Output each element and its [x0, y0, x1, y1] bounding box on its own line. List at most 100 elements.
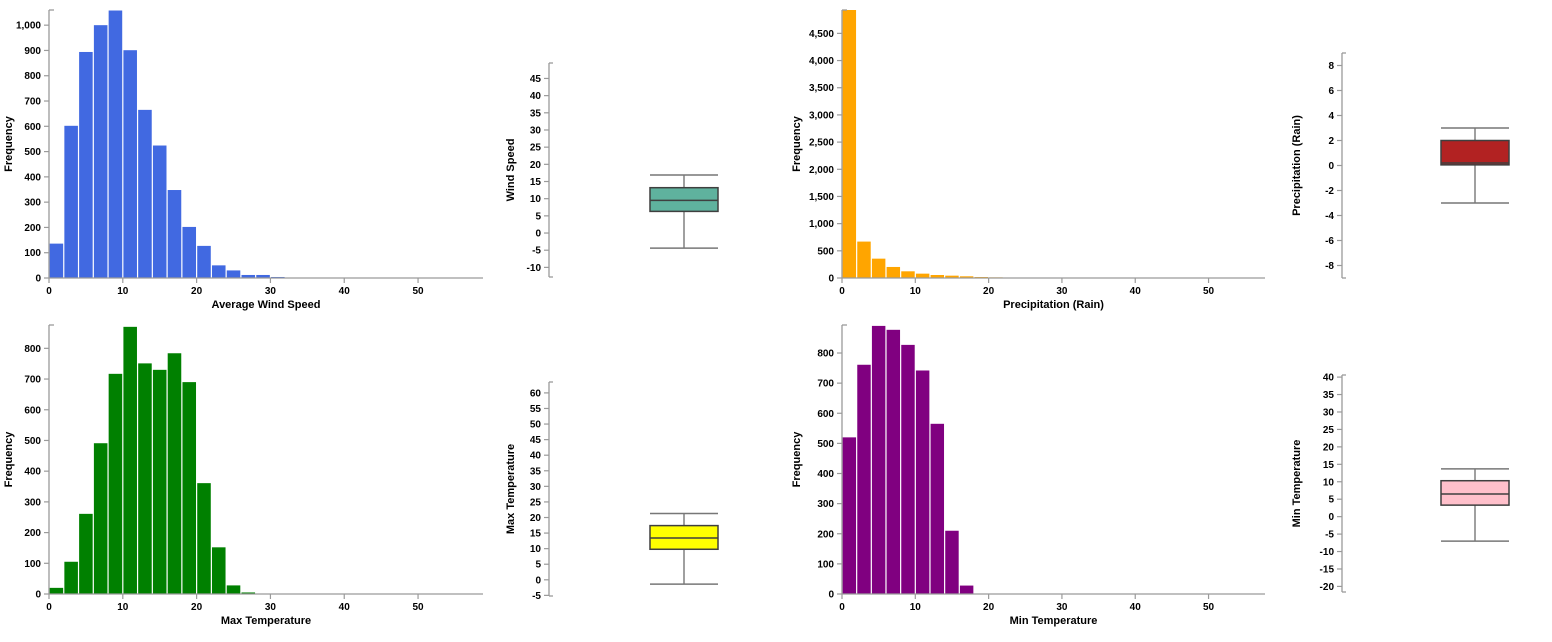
histogram-bar — [886, 329, 901, 594]
histogram-bar — [93, 25, 108, 279]
histogram-bar — [930, 423, 945, 594]
y-axis-tick-label: -2 — [1325, 186, 1334, 197]
y-axis-tick-label: 2 — [1328, 136, 1334, 147]
y-axis-tick-label: 25 — [1323, 425, 1335, 436]
y-axis-tick-label: 0 — [828, 590, 834, 601]
x-axis-title: Max Temperature — [221, 615, 311, 627]
y-axis-tick-label: 100 — [817, 559, 834, 570]
y-axis-tick-label: 35 — [530, 108, 542, 119]
histogram-bar — [152, 145, 167, 278]
y-axis-tick-label: 0 — [535, 229, 541, 240]
y-axis-tick-label: 40 — [1323, 373, 1335, 384]
precipitation-histogram: 0 500 1,000 1,500 2,000 2,500 3,000 3,500 4,000 4… — [780, 0, 1280, 321]
y-axis-tick-label: 6 — [1328, 86, 1334, 97]
y-axis-tick-label: 35 — [1323, 390, 1335, 401]
histogram-bar — [915, 370, 930, 594]
y-axis-tick-label: 900 — [24, 46, 41, 57]
precipitation-boxplot-svg: -8 -6 -4 -2 0 2 4 6 8 Precipitation (Rain) — [1291, 52, 1510, 279]
y-axis-tick-label: 5 — [535, 560, 541, 571]
y-axis-title: Max Temperature — [505, 444, 517, 534]
histogram-bar — [79, 513, 93, 594]
y-axis-tick-label: 100 — [24, 559, 41, 570]
y-axis-tick-label: 800 — [24, 71, 41, 82]
y-axis-tick-label: 10 — [530, 544, 542, 555]
y-axis-tick-label: -15 — [1320, 564, 1335, 575]
y-axis-title: Frequency — [3, 115, 15, 172]
y-axis-tick-label: 4 — [1328, 111, 1334, 122]
histogram-bar — [241, 274, 256, 278]
y-axis-tick-label: 300 — [24, 198, 41, 209]
y-axis-tick-label: 1,500 — [809, 192, 834, 203]
y-axis-tick-label: 700 — [24, 97, 41, 108]
y-axis-tick-label: 400 — [24, 467, 41, 478]
x-axis-tick-label: 50 — [412, 602, 424, 613]
y-axis-tick-label: 400 — [817, 469, 834, 480]
histogram-bar — [64, 561, 78, 594]
x-axis-tick-label: 20 — [983, 602, 995, 613]
histogram-bar — [945, 275, 959, 278]
y-axis-tick-label: 10 — [530, 194, 542, 205]
y-axis-title: Precipitation (Rain) — [1291, 115, 1303, 216]
y-axis-tick-label: 20 — [530, 513, 542, 524]
y-axis-tick-label: 20 — [1323, 442, 1335, 453]
wind-speed-histogram-svg: 0 100 200 300 400 500 600 700 800 900 1,000 0 10 20 30… — [3, 9, 483, 311]
x-axis-title: Precipitation (Rain) — [1003, 299, 1104, 311]
y-axis-tick-label: 25 — [530, 143, 542, 154]
y-axis-tick-label: 700 — [24, 375, 41, 386]
x-axis-tick-label: 10 — [117, 602, 129, 613]
y-axis-tick-label: 30 — [530, 482, 542, 493]
y-axis-tick-label: 25 — [530, 497, 542, 508]
y-axis-tick-label: -5 — [532, 591, 541, 602]
y-axis-tick-label: 200 — [24, 223, 41, 234]
histogram-bars — [842, 10, 1106, 278]
x-axis-tick-label: 40 — [339, 602, 351, 613]
x-axis-tick-label: 30 — [265, 286, 277, 297]
x-axis-tick-label: 50 — [412, 286, 424, 297]
x-axis-tick-label: 20 — [983, 286, 995, 297]
y-axis-tick-label: -5 — [1325, 530, 1334, 541]
y-axis-tick-label: 1,000 — [16, 21, 41, 32]
y-axis-tick-label: 200 — [24, 528, 41, 539]
histogram-bar — [49, 243, 64, 278]
x-axis-tick-label: 40 — [339, 286, 351, 297]
histogram-bar — [857, 364, 871, 594]
histogram-bar — [138, 363, 152, 594]
x-axis-tick-label: 10 — [910, 602, 922, 613]
y-axis-tick-label: 500 — [817, 439, 834, 450]
histogram-bar — [959, 585, 974, 594]
y-axis-tick-label: 300 — [24, 497, 41, 508]
histogram-bar — [108, 373, 123, 594]
max-temperature-boxplot-svg: -5 0 5 10 15 20 25 30 35 40 45 50 55 60 Max Temperatur… — [505, 381, 719, 602]
y-axis-tick-label: 35 — [530, 466, 542, 477]
y-axis-tick-label: 5 — [1328, 495, 1334, 506]
histogram-bar — [138, 109, 152, 279]
y-axis-tick-label: -10 — [527, 263, 542, 274]
y-axis-tick-label: 600 — [24, 122, 41, 133]
wind-speed-boxplot: -10 -5 0 5 10 15 20 25 30 35 40 45 Wind Speed — [500, 0, 780, 321]
y-axis-tick-label: 3,500 — [809, 83, 834, 94]
histogram-bar — [871, 258, 886, 278]
x-axis-tick-label: 40 — [1130, 286, 1142, 297]
y-axis-tick-label: 500 — [817, 246, 834, 257]
y-axis-tick-label: 40 — [530, 451, 542, 462]
histogram-bar — [901, 271, 915, 278]
histogram-bar — [197, 483, 211, 594]
x-axis-tick-label: 10 — [117, 286, 129, 297]
y-axis-tick-label: 700 — [817, 379, 834, 390]
x-axis-tick-label: 20 — [191, 602, 203, 613]
x-axis-title: Min Temperature — [1010, 615, 1098, 627]
y-axis-tick-label: 30 — [1323, 407, 1335, 418]
y-axis-tick-label: 40 — [530, 91, 542, 102]
y-axis-title: Frequency — [791, 431, 803, 488]
min-temperature-boxplot-svg: -20 -15 -10 -5 0 5 10 15 20 25 30 35 40 Min Temperatu… — [1291, 373, 1510, 593]
histogram-bar — [915, 273, 930, 278]
wind-speed-boxplot-svg: -10 -5 0 5 10 15 20 25 30 35 40 45 Wind Speed — [505, 62, 719, 278]
y-axis-tick-label: -8 — [1325, 261, 1334, 272]
y-axis-tick-label: 400 — [24, 172, 41, 183]
y-axis-tick-label: 3,000 — [809, 110, 834, 121]
histogram-bar — [79, 51, 93, 278]
x-axis-tick-label: 50 — [1203, 602, 1215, 613]
y-axis-tick-label: 50 — [530, 420, 542, 431]
max-temperature-boxplot: -5 0 5 10 15 20 25 30 35 40 45 50 55 60 Max Temperatur… — [500, 321, 780, 642]
